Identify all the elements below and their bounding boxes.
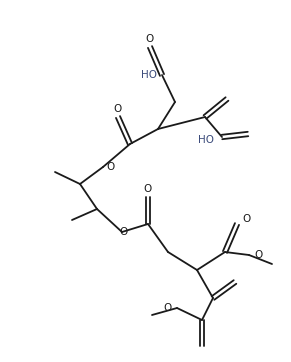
Text: O: O [242,214,250,224]
Text: O: O [164,303,172,313]
Text: O: O [146,34,154,44]
Text: HO: HO [141,70,157,80]
Text: O: O [254,250,262,260]
Text: O: O [106,162,114,172]
Text: HO: HO [198,135,214,145]
Text: O: O [120,227,128,237]
Text: O: O [114,104,122,114]
Text: O: O [144,184,152,194]
